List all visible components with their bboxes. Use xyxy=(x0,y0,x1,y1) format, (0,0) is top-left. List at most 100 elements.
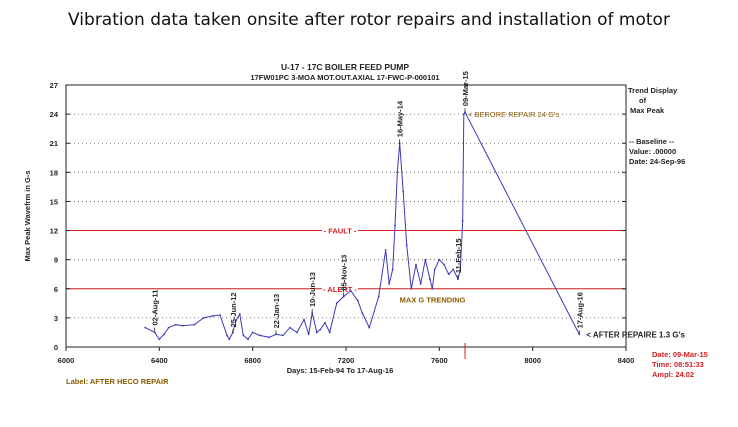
side-panel: Trend Display of Max Peak -- Baseline --… xyxy=(628,86,685,166)
data-point xyxy=(459,268,462,271)
series-line xyxy=(145,111,580,341)
data-point xyxy=(242,334,245,337)
data-point xyxy=(181,324,184,327)
data-point xyxy=(202,316,205,319)
data-point xyxy=(438,258,441,261)
data-point xyxy=(174,323,177,326)
data-point xyxy=(315,331,318,334)
data-point xyxy=(433,268,436,271)
data-point xyxy=(247,338,249,341)
data-point xyxy=(319,328,322,331)
callout-max-g-trending: MAX G TRENDING xyxy=(400,295,466,304)
cursor-readout: Date: 09-Mar-15 Time: 08:51:33 Ampl: 24.… xyxy=(464,343,708,379)
data-point xyxy=(303,318,305,321)
data-point xyxy=(289,326,291,329)
annotation-label: 17-Aug-16 xyxy=(575,292,584,328)
data-point xyxy=(452,268,455,271)
y-tick-label: 9 xyxy=(54,256,58,265)
data-point xyxy=(356,299,359,302)
data-point xyxy=(443,263,445,266)
callout-after-repair: < AFTER REPAIRE 1.3 G's xyxy=(586,330,685,339)
data-point xyxy=(419,283,422,285)
data-point xyxy=(377,295,380,298)
y-tick-label: 27 xyxy=(50,81,58,90)
y-tick-label: 24 xyxy=(50,110,59,119)
date-annotations: 02-Aug-11 25-Jun-12 22-Jan-13 10-Jun-13 05-N… xyxy=(151,71,584,335)
data-point xyxy=(193,323,196,326)
annotation-label: 02-Aug-11 xyxy=(151,290,160,326)
threshold-label-fault: - FAULT - xyxy=(324,227,357,236)
data-point xyxy=(296,331,298,334)
data-point xyxy=(268,336,270,339)
y-tick-label: 3 xyxy=(54,314,58,323)
baseline-date: Date: 24-Sep-96 xyxy=(629,157,685,166)
data-point xyxy=(388,283,391,285)
annotation-label: 05-Nov-13 xyxy=(340,255,349,291)
x-tick-label: 7200 xyxy=(338,356,355,365)
data-point xyxy=(361,312,364,314)
annotation-label: 09-Mar-15 xyxy=(461,71,470,106)
threshold-label-bg xyxy=(322,283,358,294)
data-point xyxy=(410,287,413,290)
x-tick-label: 6400 xyxy=(151,356,168,365)
annotation-label: 10-Jun-13 xyxy=(308,272,317,307)
chart-title: U-17 - 17C BOILER FEED PUMP xyxy=(281,62,409,72)
data-point xyxy=(163,333,165,336)
y-axis-label: Max Peak Wavefrm in G-s xyxy=(23,170,32,261)
threshold-lines: - FAULT - - ALERT - xyxy=(66,225,626,294)
data-point xyxy=(228,338,231,341)
data-point xyxy=(431,287,434,290)
data-point xyxy=(167,326,170,329)
annotation-label: 22-Jan-13 xyxy=(272,294,281,329)
callout-before-repair: < BERORE REPAIR 24 G's xyxy=(468,110,559,119)
annotation-label: 25-Jun-12 xyxy=(229,292,238,327)
data-point xyxy=(447,273,450,276)
panel-heading-1: Trend Display xyxy=(628,86,678,95)
axes: 0 3 6 9 12 15 18 21 24 27 6000 6400 6800 7200 7600 8000… xyxy=(50,81,635,365)
footer-label: Label: AFTER HECO REPAIR xyxy=(66,377,169,386)
data-point xyxy=(402,190,405,193)
data-point xyxy=(324,321,326,324)
data-point xyxy=(328,331,331,334)
x-tick-label: 7600 xyxy=(431,356,448,365)
data-point xyxy=(405,244,408,247)
data-point xyxy=(235,318,238,321)
slide-title: Vibration data taken onsite after rotor … xyxy=(68,10,670,30)
threshold-label-bg xyxy=(322,225,358,236)
data-point xyxy=(219,314,221,316)
readout-date: Date: 09-Mar-15 xyxy=(652,350,708,359)
data-point xyxy=(429,278,431,280)
data-point xyxy=(415,263,417,266)
panel-heading-3: Max Peak xyxy=(630,106,665,115)
data-point xyxy=(307,333,310,336)
data-point xyxy=(282,334,284,337)
data-point xyxy=(258,334,261,337)
data-point xyxy=(238,313,241,315)
data-point xyxy=(384,249,387,251)
annotation-label: 16-May-14 xyxy=(396,100,405,137)
data-point xyxy=(335,302,338,305)
series-group xyxy=(144,111,581,341)
annotation-label: 11-Feb-15 xyxy=(454,238,463,273)
data-point xyxy=(394,224,396,227)
chart-subtitle: 17FW01PC 3-MOA MOT.OUT.AXIAL 17-FWC-P-00… xyxy=(250,73,439,82)
data-point xyxy=(391,268,394,271)
data-point xyxy=(226,334,228,337)
data-point xyxy=(212,315,214,317)
readout-time: Time: 08:51:33 xyxy=(652,360,704,369)
data-point xyxy=(251,331,254,334)
data-point xyxy=(158,338,161,341)
data-point xyxy=(349,289,352,292)
data-point xyxy=(462,113,465,116)
data-point xyxy=(144,326,147,329)
y-tick-label: 21 xyxy=(50,139,58,148)
y-tick-label: 0 xyxy=(54,343,58,352)
data-point xyxy=(424,258,427,261)
readout-ampl: Ampl: 24.02 xyxy=(652,370,694,379)
x-tick-label: 8400 xyxy=(618,356,635,365)
x-tick-label: 6000 xyxy=(58,356,75,365)
data-point xyxy=(396,171,399,174)
threshold-label-alert: - ALERT - xyxy=(323,285,357,294)
baseline-title: -- Baseline -- xyxy=(629,137,675,146)
